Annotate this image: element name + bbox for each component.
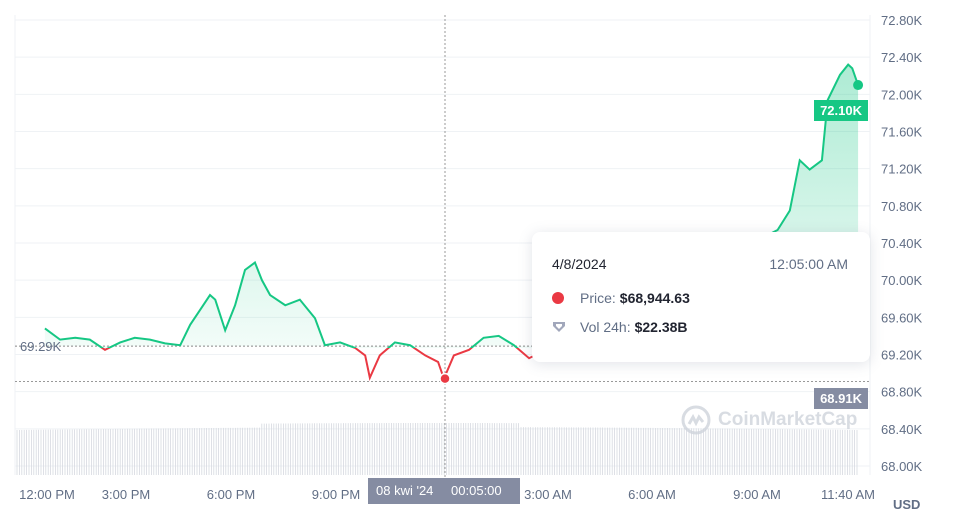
tooltip-price-row: Price: $68,944.63: [552, 290, 690, 306]
coinmarketcap-watermark: CoinMarketCap: [680, 404, 857, 436]
current-price-badge: 72.10K: [814, 100, 868, 121]
volume-value: $22.38B: [634, 319, 688, 335]
price-line-up: [44, 63, 860, 348]
x-tick-label: 9:00 PM: [312, 487, 360, 502]
current-price-marker: [853, 80, 864, 91]
x-tick-label: 3:00 AM: [524, 487, 572, 502]
hover-date: 08 kwi '24: [376, 483, 434, 498]
y-tick-label: 70.00K: [881, 273, 923, 288]
price-value: $68,944.63: [619, 290, 690, 306]
x-tick-label: 11:40 AM: [821, 487, 875, 502]
coinmarketcap-logo-icon: [681, 405, 711, 435]
hover-time-badge: 08 kwi '24 00:05:00: [368, 478, 520, 504]
x-tick-label: 3:00 PM: [102, 487, 150, 502]
y-tick-label: 71.20K: [881, 162, 923, 177]
x-tick-label: 9:00 AM: [733, 487, 781, 502]
tooltip-time: 12:05:00 AM: [769, 256, 848, 272]
x-tick-label: 12:00 PM: [19, 487, 75, 502]
tooltip-volume-row: Vol 24h: $22.38B: [552, 319, 688, 335]
y-tick-label: 69.20K: [881, 348, 923, 363]
hover-time: 00:05:00: [451, 483, 502, 498]
hover-point-marker: [439, 372, 451, 385]
volume-shield-icon: [553, 322, 565, 332]
y-tick-label: 70.80K: [881, 199, 923, 214]
price-area-fill: [44, 64, 859, 348]
hover-price-badge: 68.91K: [814, 388, 868, 409]
currency-label[interactable]: USD: [893, 497, 921, 512]
y-tick-label: 72.80K: [881, 13, 923, 28]
y-tick-label: 72.00K: [881, 87, 923, 102]
x-tick-label: 6:00 PM: [207, 487, 255, 502]
price-dot-icon: [552, 292, 564, 304]
watermark-text: CoinMarketCap: [718, 409, 858, 430]
y-tick-label: 69.60K: [881, 310, 923, 325]
y-tick-label: 72.40K: [881, 50, 923, 65]
x-tick-label: 6:00 AM: [628, 487, 676, 502]
price-label: Price:: [580, 290, 616, 306]
reference-price-label: 69.29K: [20, 339, 62, 354]
y-tick-label: 68.80K: [881, 385, 923, 400]
volume-label: Vol 24h:: [580, 319, 631, 335]
y-tick-label: 68.00K: [881, 459, 923, 474]
tooltip-date: 4/8/2024: [552, 256, 607, 272]
y-tick-label: 70.40K: [881, 236, 923, 251]
chart-tooltip: 4/8/2024 12:05:00 AM Price: $68,944.63 V…: [532, 232, 870, 362]
y-tick-label: 71.60K: [881, 125, 923, 140]
y-tick-label: 68.40K: [881, 422, 923, 437]
